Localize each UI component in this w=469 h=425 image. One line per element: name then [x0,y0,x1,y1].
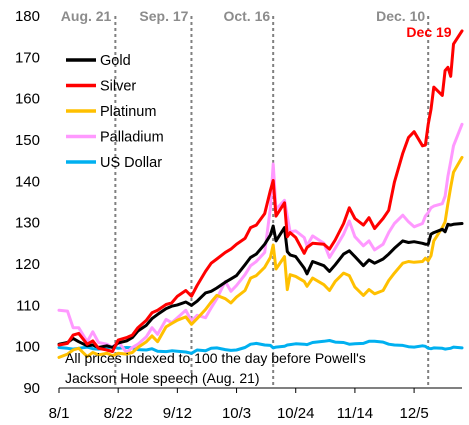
y-tick-labels: 90 100 110 120 130 140 150 160 170 180 [15,8,40,397]
series-line-platinum [57,155,464,359]
event-label: Oct. 16 [223,8,270,24]
legend-label: Silver [100,79,136,95]
y-tick-label: 140 [15,173,40,190]
event-label: Aug. 21 [61,8,112,24]
event-lines: Aug. 21 Sep. 17 Oct. 16 Dec. 10 [61,8,430,388]
y-tick-label: 130 [15,215,40,232]
x-tick-label: 10/3 [222,405,251,422]
series-line-gold [57,222,464,349]
x-tick-label: 10/24 [277,405,315,422]
y-tick-label: 180 [15,8,40,25]
legend-label: Platinum [100,104,156,120]
legend: Gold Silver Platinum Palladium US Dollar [66,53,164,171]
x-tick-label: 9/12 [163,405,192,422]
event-label: Dec. 10 [376,8,425,24]
x-tick-label: 11/14 [337,405,373,422]
y-tick-label: 160 [15,91,40,108]
x-tick-labels: 8/1 8/22 9/12 10/3 10/24 11/14 12/5 [49,388,429,422]
y-tick-label: 90 [23,380,40,397]
y-tick-label: 170 [15,49,40,66]
y-tick-label: 120 [15,256,40,273]
y-tick-label: 100 [15,339,40,356]
series-lines [57,29,464,359]
series-line-silver [57,29,464,354]
legend-label: US Dollar [100,155,162,171]
event-label: Sep. 17 [139,8,188,24]
y-tick-label: 150 [15,132,40,149]
y-tick-label: 110 [16,297,40,314]
legend-label: Gold [100,53,131,69]
annotation-text: All prices indexed to 100 the day before… [65,350,366,386]
x-tick-label: 8/1 [49,405,70,422]
end-label: Dec 19 [406,24,451,40]
x-tick-label: 12/5 [399,405,428,422]
legend-label: Palladium [100,130,164,146]
x-tick-label: 8/22 [104,405,133,422]
